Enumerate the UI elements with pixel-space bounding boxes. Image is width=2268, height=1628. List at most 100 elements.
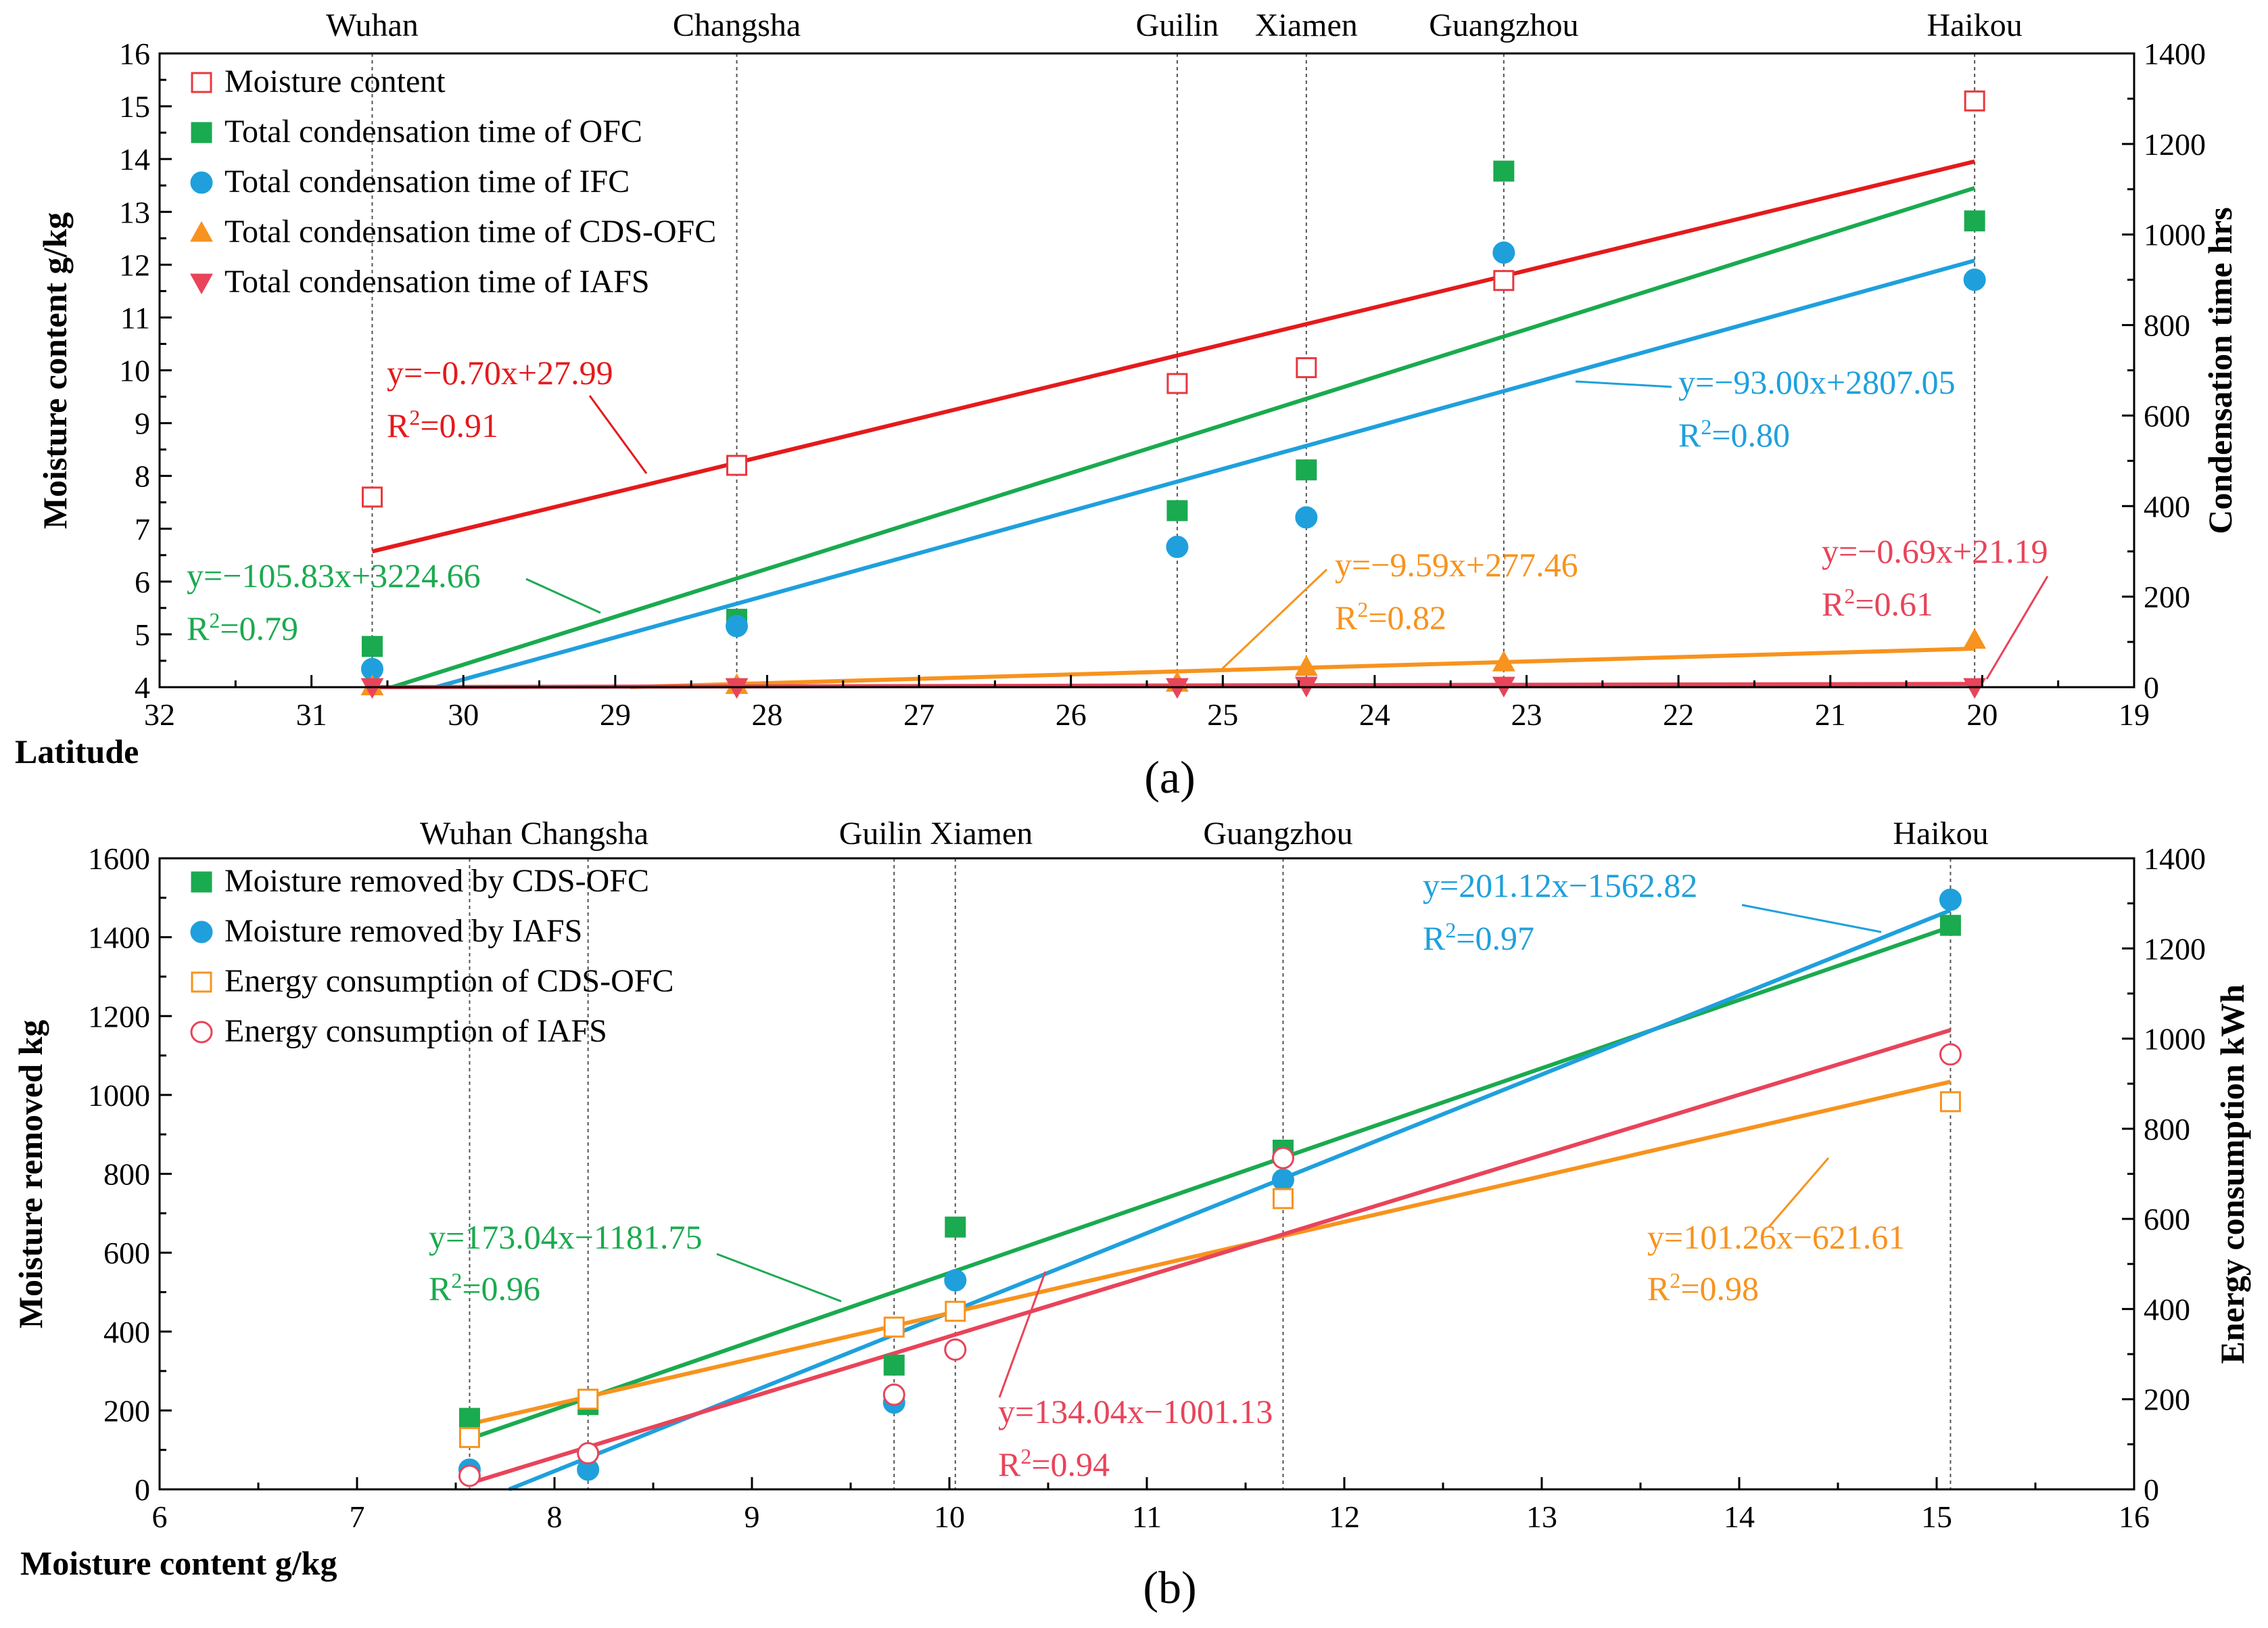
eq-a-ofc-leader xyxy=(525,578,601,614)
data-point-total-condensation-time-of-iafs-0 xyxy=(360,678,384,699)
data-point-total-condensation-time-of-cds-ofc-5 xyxy=(1963,628,1987,649)
data-point-moisture-content-2 xyxy=(1166,373,1188,394)
data-point-moisture-content-5 xyxy=(1964,90,1985,112)
panel-b-y-axis-title: Moisture removed kg xyxy=(11,1020,49,1328)
data-point-total-condensation-time-of-cds-ofc-3 xyxy=(1294,655,1318,676)
r2-b-removed-iafs: R2=0.97 xyxy=(1423,918,1534,957)
legend-a-moisture-content: Moisture content xyxy=(225,64,446,99)
fit-line-b-1 xyxy=(508,908,1952,1491)
data-point-moisture-content-1 xyxy=(726,455,748,476)
data-point-moisture-removed-by-cds-ofc-2 xyxy=(883,1354,905,1376)
fit-line-a-0 xyxy=(371,159,1975,554)
x-tick-a-24: 24 xyxy=(1359,697,1390,732)
city-label-guangzhou: Guangzhou xyxy=(1429,7,1578,43)
legend-marker-moisture-removed-by-cds-ofc xyxy=(191,871,212,893)
data-point-total-condensation-time-of-ifc-4 xyxy=(1492,241,1515,264)
y-tick-a-4: 4 xyxy=(135,670,150,705)
panel-b-data-points xyxy=(458,888,1962,1487)
eq-a-iafs: y=−0.69x+21.19 xyxy=(1822,532,2048,570)
x-tick-a-19: 19 xyxy=(2119,697,2150,732)
x-tick-b-12: 12 xyxy=(1329,1499,1360,1534)
x-tick-b-15: 15 xyxy=(1921,1499,1952,1534)
data-point-total-condensation-time-of-ofc-3 xyxy=(1296,459,1317,481)
panel-b-axes: 6 7 8 9 10 11 12 13 14 15 160200400600800100012001… xyxy=(88,841,2206,1534)
x-tick-b-11: 11 xyxy=(1132,1499,1162,1534)
y-tick-a-7: 7 xyxy=(135,512,150,546)
data-point-energy-consumption-of-cds-ofc-5 xyxy=(1939,1091,1961,1113)
eq-a-cds-ofc: y=−9.59x+277.46 xyxy=(1335,546,1578,584)
data-point-energy-consumption-of-cds-ofc-2 xyxy=(883,1316,905,1338)
eq-a-ifc: y=−93.00x+2807.05 xyxy=(1678,363,1956,401)
city-label-changsha: Changsha xyxy=(673,7,801,43)
data-point-energy-consumption-of-iafs-4 xyxy=(1271,1146,1294,1169)
x-tick-a-20: 20 xyxy=(1966,697,1998,732)
x-tick-a-27: 27 xyxy=(903,697,935,732)
x-tick-a-28: 28 xyxy=(751,697,782,732)
panel-a-equations: y=−0.70x+27.99 R2=0.91 y=−105.83x+3224.6… xyxy=(187,354,2049,680)
y2-tick-a-1000: 1000 xyxy=(2144,218,2206,252)
panel-a-x-axis-title: Latitude xyxy=(15,732,139,770)
panel-b-label: (b) xyxy=(1143,1562,1196,1613)
eq-a-ofc: y=−105.83x+3224.66 xyxy=(187,557,481,595)
data-point-moisture-content-4 xyxy=(1493,270,1515,292)
y-tick-b-600: 600 xyxy=(103,1236,150,1270)
y-tick-a-5: 5 xyxy=(135,618,150,652)
fit-line-b-0 xyxy=(469,925,1952,1441)
x-tick-a-26: 26 xyxy=(1056,697,1087,732)
city-label-guilin: Guilin xyxy=(1136,7,1219,43)
data-point-total-condensation-time-of-ifc-5 xyxy=(1963,269,1986,292)
city-label-wuhan: Wuhan xyxy=(326,7,419,43)
x-tick-b-8: 8 xyxy=(547,1499,563,1534)
data-point-total-condensation-time-of-ofc-5 xyxy=(1964,210,1985,232)
y-tick-b-1000: 1000 xyxy=(88,1078,150,1113)
eq-b-removed-cds-ofc: y=173.04x−1181.75 xyxy=(429,1218,703,1256)
data-point-moisture-removed-by-iafs-5 xyxy=(1939,888,1962,911)
eq-b-energy-iafs-leader xyxy=(998,1271,1047,1398)
data-point-energy-consumption-of-cds-ofc-1 xyxy=(577,1389,599,1410)
y-tick-a-12: 12 xyxy=(119,248,150,282)
y-tick-a-9: 9 xyxy=(135,406,150,441)
data-point-energy-consumption-of-iafs-3 xyxy=(944,1338,967,1361)
y-tick-a-13: 13 xyxy=(119,195,150,229)
legend-marker-total-condensation-time-of-cds-ofc xyxy=(190,220,213,242)
r2-b-energy-iafs: R2=0.94 xyxy=(998,1444,1110,1483)
legend-b-energy-iafs: Energy consumption of IAFS xyxy=(225,1013,607,1049)
fit-line-b-2 xyxy=(469,1079,1952,1426)
x-tick-a-29: 29 xyxy=(600,697,631,732)
city-label-guangzhou: Guangzhou xyxy=(1203,816,1352,852)
x-tick-a-25: 25 xyxy=(1207,697,1238,732)
x-tick-b-9: 9 xyxy=(745,1499,760,1534)
data-point-energy-consumption-of-cds-ofc-0 xyxy=(458,1426,480,1448)
x-tick-b-14: 14 xyxy=(1724,1499,1755,1534)
y2-tick-b-400: 400 xyxy=(2144,1292,2190,1326)
legend-a-iafs: Total condensation time of IAFS xyxy=(225,264,650,300)
data-point-moisture-removed-by-cds-ofc-0 xyxy=(458,1408,480,1429)
y2-tick-a-400: 400 xyxy=(2144,489,2190,524)
x-tick-b-6: 6 xyxy=(152,1499,168,1534)
data-point-total-condensation-time-of-cds-ofc-4 xyxy=(1492,651,1515,672)
data-point-total-condensation-time-of-ofc-2 xyxy=(1166,500,1188,521)
y-tick-a-8: 8 xyxy=(135,459,150,494)
y2-tick-b-1000: 1000 xyxy=(2144,1022,2206,1056)
y2-tick-b-1400: 1400 xyxy=(2144,841,2206,876)
r2-a-cds-ofc: R2=0.82 xyxy=(1335,597,1446,636)
legend-marker-total-condensation-time-of-ifc xyxy=(190,171,213,194)
legend-marker-moisture-content xyxy=(191,72,212,93)
y2-tick-a-1200: 1200 xyxy=(2144,127,2206,162)
eq-a-cds-ofc-leader xyxy=(1219,568,1328,672)
data-point-total-condensation-time-of-ifc-1 xyxy=(726,615,749,638)
panel-a-axes: 32 31 30 29 28 27 26 25 24 23 22 21 20 19 4 5 6 7 8 9 10 11 12… xyxy=(119,37,2206,732)
y2-tick-b-200: 200 xyxy=(2144,1382,2190,1417)
eq-b-removed-iafs: y=201.12x−1562.82 xyxy=(1423,866,1697,904)
city-label-guilin-xiamen: Guilin Xiamen xyxy=(839,816,1033,852)
x-tick-a-30: 30 xyxy=(448,697,479,732)
eq-b-energy-iafs: y=134.04x−1001.13 xyxy=(998,1393,1273,1431)
eq-b-energy-cds-ofc: y=101.26x−621.61 xyxy=(1647,1218,1905,1256)
r2-b-removed-cds-ofc: R2=0.96 xyxy=(429,1268,540,1307)
data-point-energy-consumption-of-iafs-5 xyxy=(1939,1043,1962,1066)
data-point-moisture-removed-by-cds-ofc-3 xyxy=(945,1216,966,1238)
data-point-total-condensation-time-of-ifc-3 xyxy=(1295,506,1318,529)
y-tick-b-200: 200 xyxy=(103,1393,150,1428)
eq-a-moisture-leader xyxy=(588,395,648,474)
legend-marker-energy-consumption-of-iafs xyxy=(190,1021,213,1044)
